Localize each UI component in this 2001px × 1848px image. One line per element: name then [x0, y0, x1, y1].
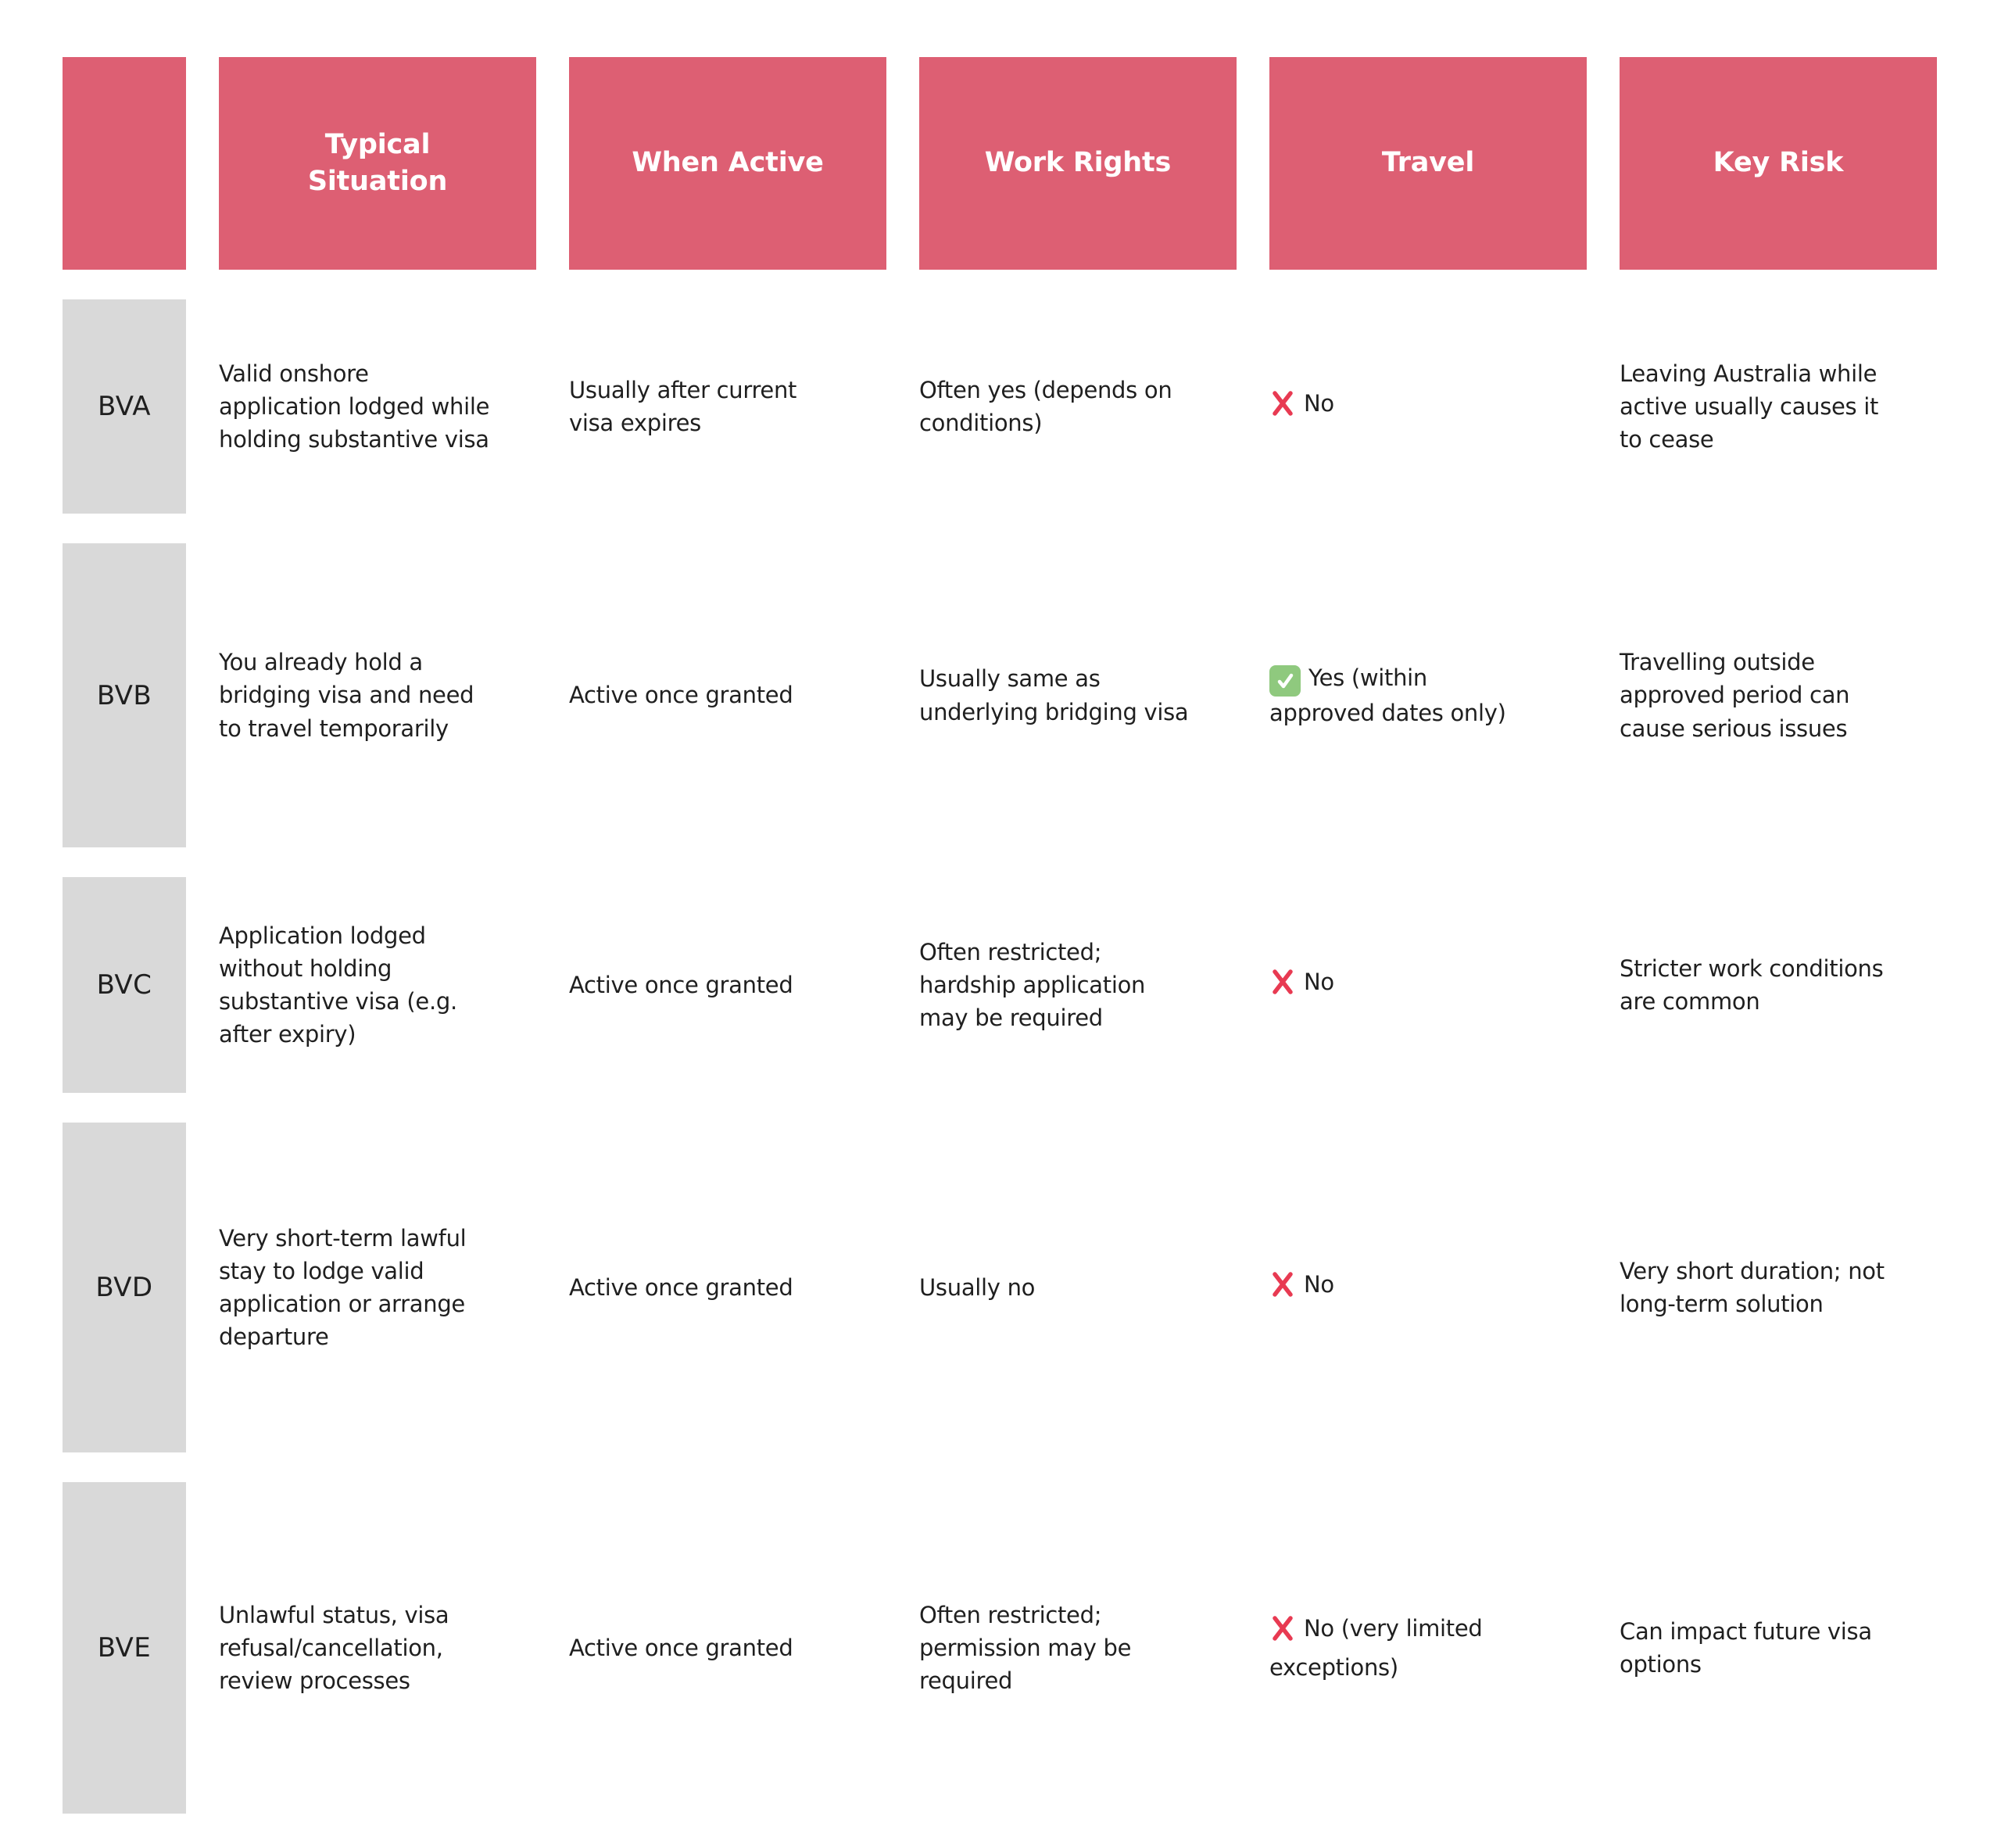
- cell-bvc-when-active: Active once granted: [569, 877, 886, 1093]
- cell-bva-work-rights: Often yes (depends on conditions): [919, 299, 1237, 514]
- cell-bvc-typical-situation: Application lodged without holding subst…: [219, 877, 536, 1093]
- cell-bvc-key-risk: Stricter work conditions are common: [1620, 877, 1937, 1093]
- cell-bvb-when-active: Active once granted: [569, 543, 886, 847]
- cross-icon: [1269, 1271, 1296, 1306]
- corner-spacer-cell: [63, 57, 186, 270]
- column-header-label: Work Rights: [984, 147, 1172, 179]
- column-header-when-active: When Active: [569, 57, 886, 270]
- travel-status-text: No: [1304, 1271, 1334, 1298]
- cell-bvb-work-rights: Usually same as underlying bridging visa: [919, 543, 1237, 847]
- table-grid: Typical Situation When Active Work Right…: [63, 57, 1937, 1814]
- column-header-label: Key Risk: [1713, 147, 1844, 179]
- cell-bvc-work-rights: Often restricted; hardship application m…: [919, 877, 1237, 1093]
- cell-bvb-travel: Yes (within approved dates only): [1269, 543, 1587, 847]
- travel-status-text: No (very limited exceptions): [1269, 1615, 1483, 1681]
- column-header-work-rights: Work Rights: [919, 57, 1237, 270]
- cross-icon: [1269, 390, 1296, 425]
- cross-icon: [1269, 1615, 1296, 1650]
- cell-bvd-work-rights: Usually no: [919, 1123, 1237, 1452]
- column-header-typical-situation: Typical Situation: [219, 57, 536, 270]
- row-header-bvd: BVD: [63, 1123, 186, 1452]
- cell-bvb-key-risk: Travelling outside approved period can c…: [1620, 543, 1937, 847]
- cell-bvd-travel: No: [1269, 1123, 1587, 1452]
- column-header-label: Typical Situation: [307, 128, 448, 197]
- cell-bva-typical-situation: Valid onshore application lodged while h…: [219, 299, 536, 514]
- row-header-bva: BVA: [63, 299, 186, 514]
- cell-bve-travel: No (very limited exceptions): [1269, 1482, 1587, 1814]
- row-header-bvc: BVC: [63, 877, 186, 1093]
- travel-status-text: No: [1304, 390, 1334, 417]
- check-icon: [1269, 664, 1301, 697]
- cell-bvd-when-active: Active once granted: [569, 1123, 886, 1452]
- row-header-bve: BVE: [63, 1482, 186, 1814]
- column-header-label: When Active: [632, 147, 824, 179]
- cell-bvd-typical-situation: Very short-term lawful stay to lodge val…: [219, 1123, 536, 1452]
- cell-bva-when-active: Usually after current visa expires: [569, 299, 886, 514]
- row-header-bvb: BVB: [63, 543, 186, 847]
- cell-bvc-travel: No: [1269, 877, 1587, 1093]
- cell-bva-key-risk: Leaving Australia while active usually c…: [1620, 299, 1937, 514]
- column-header-key-risk: Key Risk: [1620, 57, 1937, 270]
- cross-icon: [1269, 969, 1296, 1004]
- cell-bvd-key-risk: Very short duration; not long-term solut…: [1620, 1123, 1937, 1452]
- cell-bve-when-active: Active once granted: [569, 1482, 886, 1814]
- cell-bve-typical-situation: Unlawful status, visa refusal/cancellati…: [219, 1482, 536, 1814]
- travel-status-text: No: [1304, 969, 1334, 996]
- column-header-label: Travel: [1381, 147, 1475, 179]
- column-header-travel: Travel: [1269, 57, 1587, 270]
- cell-bvb-typical-situation: You already hold a bridging visa and nee…: [219, 543, 536, 847]
- cell-bve-work-rights: Often restricted; permission may be requ…: [919, 1482, 1237, 1814]
- travel-status-text: Yes (within approved dates only): [1269, 664, 1506, 726]
- cell-bve-key-risk: Can impact future visa options: [1620, 1482, 1937, 1814]
- cell-bva-travel: No: [1269, 299, 1587, 514]
